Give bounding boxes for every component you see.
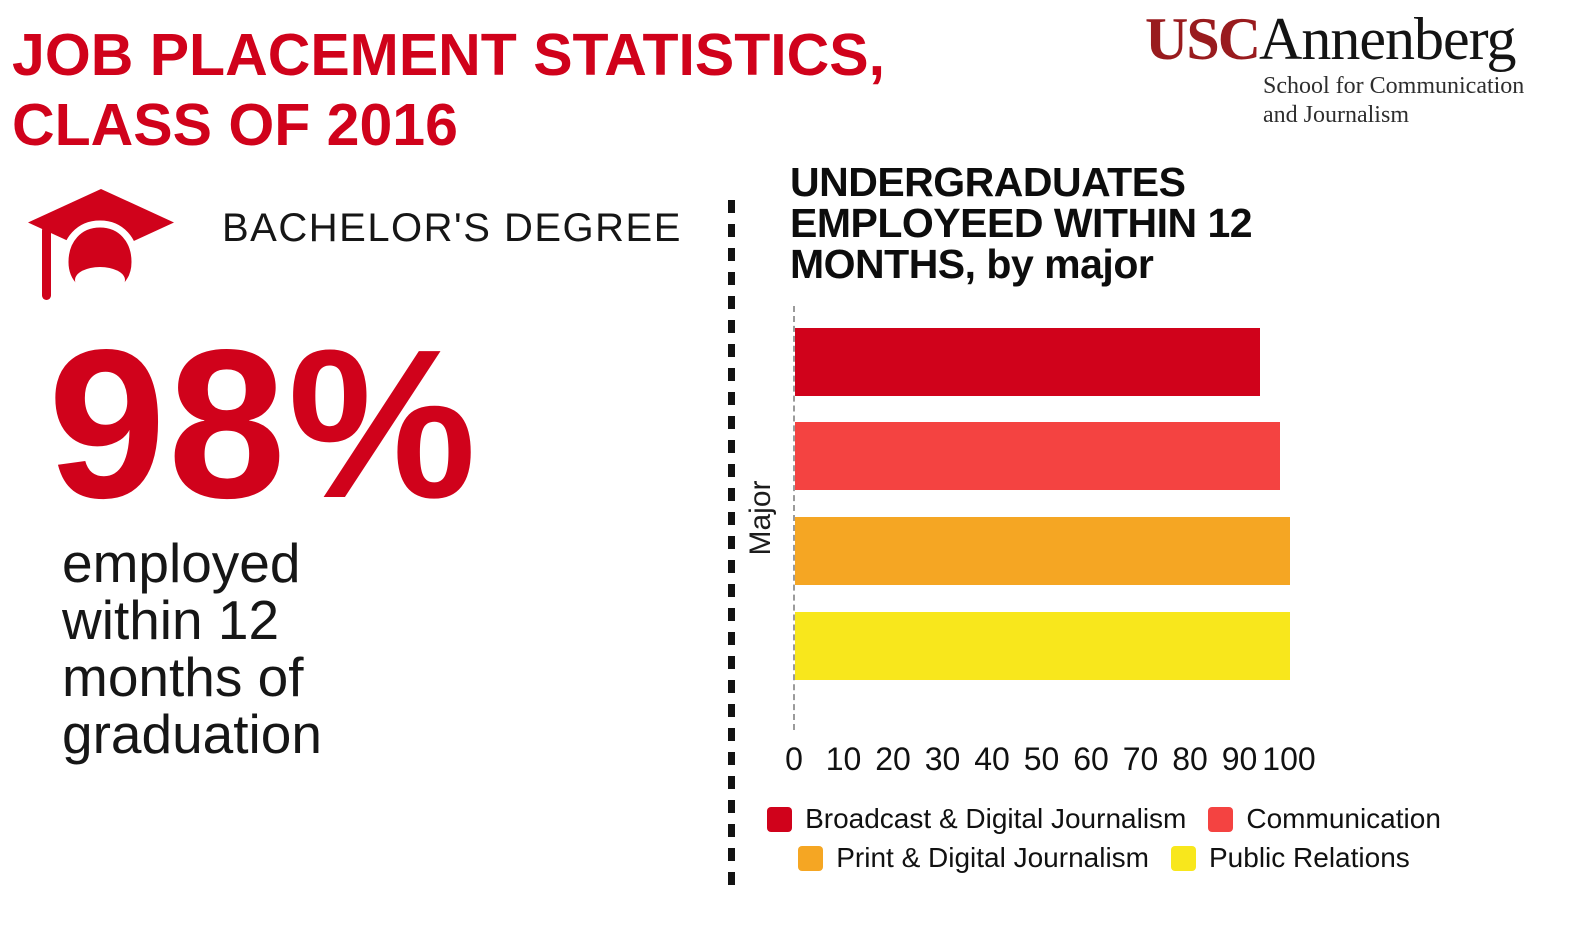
legend-swatch-icon bbox=[1171, 845, 1196, 871]
degree-section: BACHELOR'S DEGREE bbox=[27, 188, 682, 306]
x-tick-label-70: 70 bbox=[1122, 741, 1159, 777]
bar-plot bbox=[793, 306, 1304, 730]
x-tick-label-0: 0 bbox=[785, 741, 803, 777]
chart-legend: Broadcast & Digital Journalism Communicat… bbox=[767, 803, 1441, 874]
bar-public-relations bbox=[795, 612, 1290, 680]
legend-label: Communication bbox=[1246, 803, 1441, 834]
logo-subtitle-line2: and Journalism bbox=[1263, 102, 1409, 128]
x-tick-label-20: 20 bbox=[875, 741, 911, 777]
legend-label: Public Relations bbox=[1209, 842, 1410, 873]
x-tick-label-100: 100 bbox=[1262, 741, 1316, 777]
logo-subtitle-line1: School for Communication bbox=[1263, 73, 1525, 99]
dashed-divider bbox=[728, 200, 735, 894]
logo-usc-text: USC bbox=[1145, 6, 1261, 72]
x-tick-label-50: 50 bbox=[1023, 741, 1060, 777]
y-axis-label: Major bbox=[744, 480, 777, 556]
bar-communication bbox=[795, 422, 1281, 490]
legend-label: Print & Digital Journalism bbox=[836, 842, 1149, 873]
graduation-cap-icon bbox=[28, 189, 174, 300]
stat-description-line3: months of bbox=[62, 646, 304, 708]
logo-wordmark: USCAnnenberg bbox=[1145, 6, 1524, 72]
x-axis-ticks: 0 10 20 30 40 50 60 70 80 90 100 bbox=[785, 741, 1316, 779]
x-tick-label-90: 90 bbox=[1221, 741, 1258, 777]
legend-item-communication: Communication bbox=[1208, 803, 1441, 835]
legend-row-1: Broadcast & Digital Journalism Communicat… bbox=[767, 803, 1441, 835]
page-title: JOB PLACEMENT STATISTICS, CLASS OF 2016 bbox=[12, 20, 885, 160]
chart-title-line3: MONTHS, by major bbox=[790, 241, 1154, 287]
bar-print-digital-journalism bbox=[795, 517, 1290, 585]
y-axis-line bbox=[793, 306, 795, 730]
degree-label: BACHELOR'S DEGREE bbox=[222, 206, 682, 250]
legend-item-broadcast-digital-journalism: Broadcast & Digital Journalism bbox=[767, 803, 1186, 835]
x-tick-label-10: 10 bbox=[825, 741, 862, 777]
stat-description-line2: within 12 bbox=[62, 589, 280, 651]
chart-title-line1: UNDERGRADUATES bbox=[790, 159, 1186, 205]
page-title-line2: CLASS OF 2016 bbox=[12, 92, 458, 158]
legend-swatch-icon bbox=[798, 845, 824, 871]
page-title-line1: JOB PLACEMENT STATISTICS, bbox=[12, 22, 886, 88]
stat-description: employed within 12 months of graduation bbox=[62, 535, 322, 763]
legend-row-2: Print & Digital Journalism Public Relatio… bbox=[784, 842, 1424, 874]
x-tick-label-30: 30 bbox=[924, 741, 961, 777]
stat-description-line1: employed bbox=[62, 532, 301, 594]
legend-swatch-icon bbox=[1208, 806, 1234, 832]
stat-description-line4: graduation bbox=[62, 703, 322, 765]
legend-item-print-digital-journalism: Print & Digital Journalism bbox=[798, 842, 1149, 874]
logo-subtitle: School for Communication and Journalism bbox=[1263, 72, 1524, 130]
logo-annenberg-text: Annenberg bbox=[1259, 6, 1516, 72]
usc-annenberg-logo: USCAnnenberg School for Communication an… bbox=[1145, 6, 1524, 130]
bar-broadcast-digital-journalism bbox=[795, 328, 1261, 396]
x-tick-label-80: 80 bbox=[1172, 741, 1208, 777]
chart-title-line2: EMPLOYEED WITHIN 12 bbox=[790, 200, 1253, 246]
stat-value: 98% bbox=[48, 305, 479, 542]
x-tick-label-60: 60 bbox=[1073, 741, 1109, 777]
legend-item-public-relations: Public Relations bbox=[1171, 842, 1410, 874]
chart-title: UNDERGRADUATES EMPLOYEED WITHIN 12 MONTH… bbox=[790, 159, 1253, 287]
x-tick-label-40: 40 bbox=[974, 741, 1010, 777]
legend-label: Broadcast & Digital Journalism bbox=[805, 803, 1187, 834]
legend-swatch-icon bbox=[767, 806, 793, 832]
